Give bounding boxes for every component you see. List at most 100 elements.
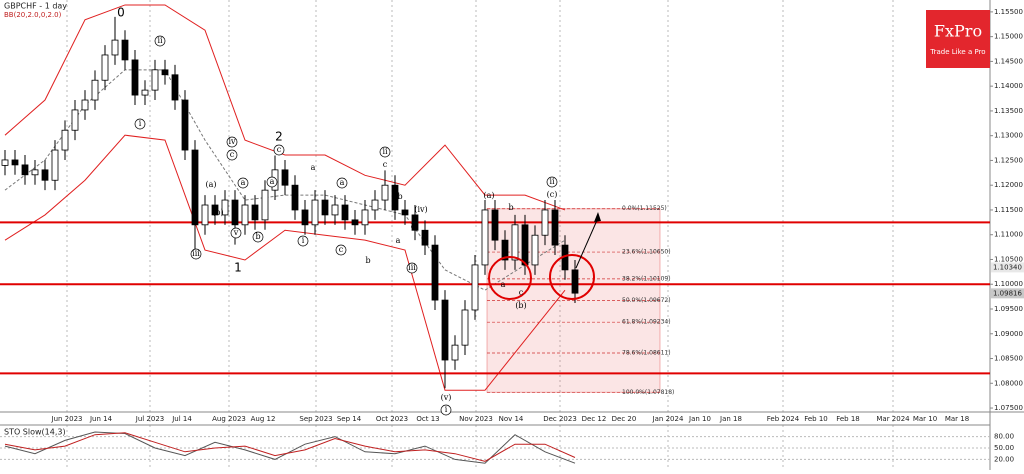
wave-label: a — [340, 178, 345, 187]
candle-body — [411, 214, 419, 231]
candle-body — [171, 74, 179, 101]
logo-box — [926, 10, 990, 68]
logo-brand: FxPro — [934, 22, 982, 41]
fib-label: 78.6%(1.08611) — [622, 350, 671, 357]
x-tick-label: Mar 10 — [913, 415, 937, 423]
wave-circle — [190, 248, 202, 260]
candle-body — [131, 59, 139, 96]
highlight-circle — [549, 254, 595, 300]
oscillator-title: STO Slow(14,3) — [4, 428, 66, 437]
x-tick-label: Feb 18 — [836, 415, 860, 423]
candle-body — [181, 99, 189, 151]
candle-body — [421, 229, 429, 246]
candle-body — [141, 89, 149, 96]
candle-body — [321, 199, 329, 216]
x-tick-label: Dec 12 — [582, 415, 607, 423]
wave-circle — [226, 149, 238, 161]
wave-circle — [252, 231, 264, 243]
wave-label: i — [445, 405, 448, 414]
wave-circle — [406, 262, 418, 274]
x-tick-label: Sep 14 — [337, 415, 362, 423]
wave-label: 1 — [234, 261, 242, 275]
candle-body — [381, 184, 389, 201]
candle-body — [301, 209, 309, 226]
wave-label: c — [277, 145, 282, 154]
wave-label: iii — [192, 249, 200, 258]
candle-body — [471, 264, 479, 311]
x-tick-label: Aug 2023 — [212, 415, 246, 423]
wave-circle — [266, 176, 278, 188]
candle-body — [391, 184, 399, 211]
y-tick-label: 1.11000 — [994, 231, 1023, 239]
candle-body — [211, 204, 219, 216]
wave-label: v — [233, 228, 239, 237]
wave-circle — [226, 136, 238, 148]
candle-body — [281, 169, 289, 186]
wave-circle — [273, 144, 285, 156]
candle-body — [571, 269, 579, 294]
candle-body — [551, 209, 559, 246]
wave-label: ii — [382, 147, 388, 156]
fib-label: 61.8%(1.09234) — [622, 319, 671, 326]
wave-label: i — [302, 236, 305, 245]
y-tick-label: 1.13000 — [994, 132, 1023, 140]
candle-body — [491, 209, 499, 241]
indicator-tick-label: 50.00 — [994, 444, 1014, 452]
wave-circle — [336, 177, 348, 189]
x-tick-label: Jan 10 — [688, 415, 711, 423]
fib-label: 0.0%(1.11525) — [622, 205, 667, 212]
wave-label: (b) — [212, 208, 223, 217]
x-tick-label: Oct 2023 — [376, 415, 408, 423]
x-tick-label: Mar 2024 — [876, 415, 910, 423]
wave-label: (a) — [483, 191, 494, 200]
wave-label: iii — [408, 263, 416, 272]
candle-body — [331, 204, 339, 216]
y-tick-label: 1.13500 — [994, 107, 1023, 115]
stochastic-line — [4, 432, 576, 462]
wave-label: (a) — [205, 180, 216, 189]
wave-label: a — [311, 163, 316, 172]
x-tick-label: Jan 2024 — [652, 415, 684, 423]
wave-label: b — [508, 203, 513, 212]
candle-body — [291, 184, 299, 211]
candle-body — [41, 169, 49, 181]
indicator-label: BB(20,2.0,0,2.0) — [4, 11, 62, 19]
candle-body — [501, 239, 509, 261]
wave-label: i — [139, 119, 142, 128]
candle-body — [91, 79, 99, 101]
logo-tagline: Trade Like a Pro — [929, 48, 985, 56]
bollinger-lower — [4, 134, 566, 391]
x-tick-label: Aug 12 — [251, 415, 276, 423]
candle-body — [371, 199, 379, 211]
candle-body — [191, 149, 199, 226]
price-tag-label: 1.09816 — [993, 289, 1022, 297]
y-tick-label: 1.08500 — [994, 355, 1023, 363]
candle-body — [31, 169, 39, 176]
fib-label: 23.6%(1.10650) — [622, 249, 671, 256]
candle-body — [201, 204, 209, 226]
y-tick-label: 1.08000 — [994, 379, 1023, 387]
y-tick-label: 1.07500 — [994, 404, 1023, 412]
candle-body — [161, 69, 169, 76]
x-tick-label: Jan 18 — [719, 415, 742, 423]
x-tick-label: Jun 14 — [89, 415, 113, 423]
wave-label: b — [397, 192, 402, 201]
price-tag — [991, 262, 1024, 273]
wave-label: c — [339, 245, 344, 254]
y-tick-label: 1.12500 — [994, 156, 1023, 164]
candle-body — [21, 164, 29, 176]
chart-title: GBPCHF - 1 day — [4, 2, 67, 11]
x-tick-label: Jun 2023 — [51, 415, 83, 423]
x-tick-label: Sep 2023 — [299, 415, 332, 423]
wave-circle — [237, 177, 249, 189]
wave-label: (v) — [441, 393, 452, 402]
wave-label: b — [365, 256, 370, 265]
candle-body — [311, 199, 319, 226]
candle-body — [531, 234, 539, 266]
candle-body — [401, 209, 409, 216]
wave-label: 2 — [275, 130, 283, 144]
y-tick-label: 1.10000 — [994, 280, 1023, 288]
x-tick-label: Feb 2024 — [767, 415, 800, 423]
candle-body — [541, 209, 549, 236]
